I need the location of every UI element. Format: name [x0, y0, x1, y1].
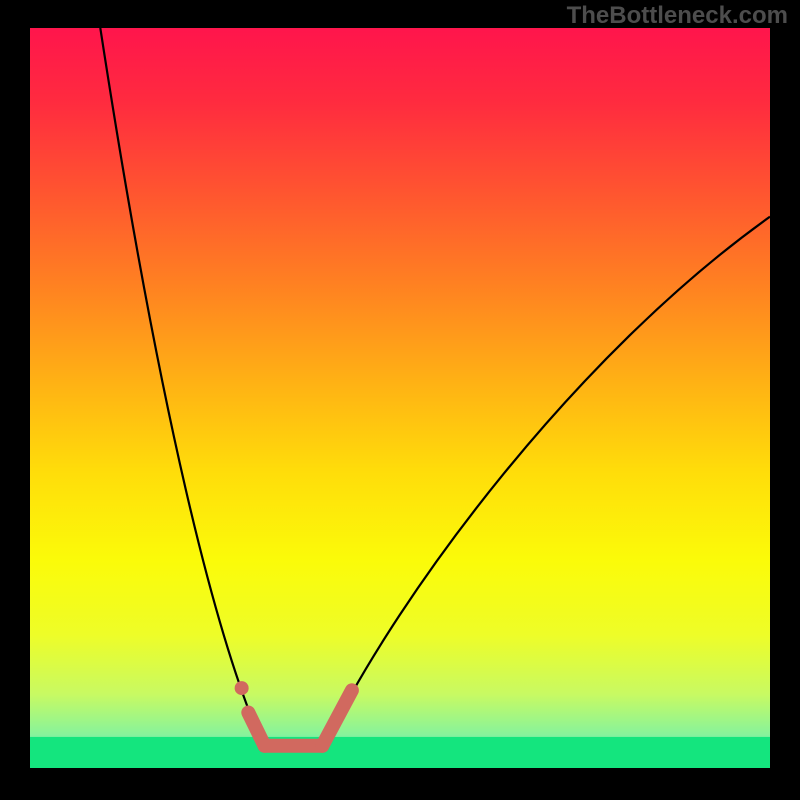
gradient-background — [30, 28, 770, 768]
watermark-text: TheBottleneck.com — [567, 2, 788, 30]
green-band — [30, 737, 770, 768]
chart-svg — [0, 0, 800, 800]
